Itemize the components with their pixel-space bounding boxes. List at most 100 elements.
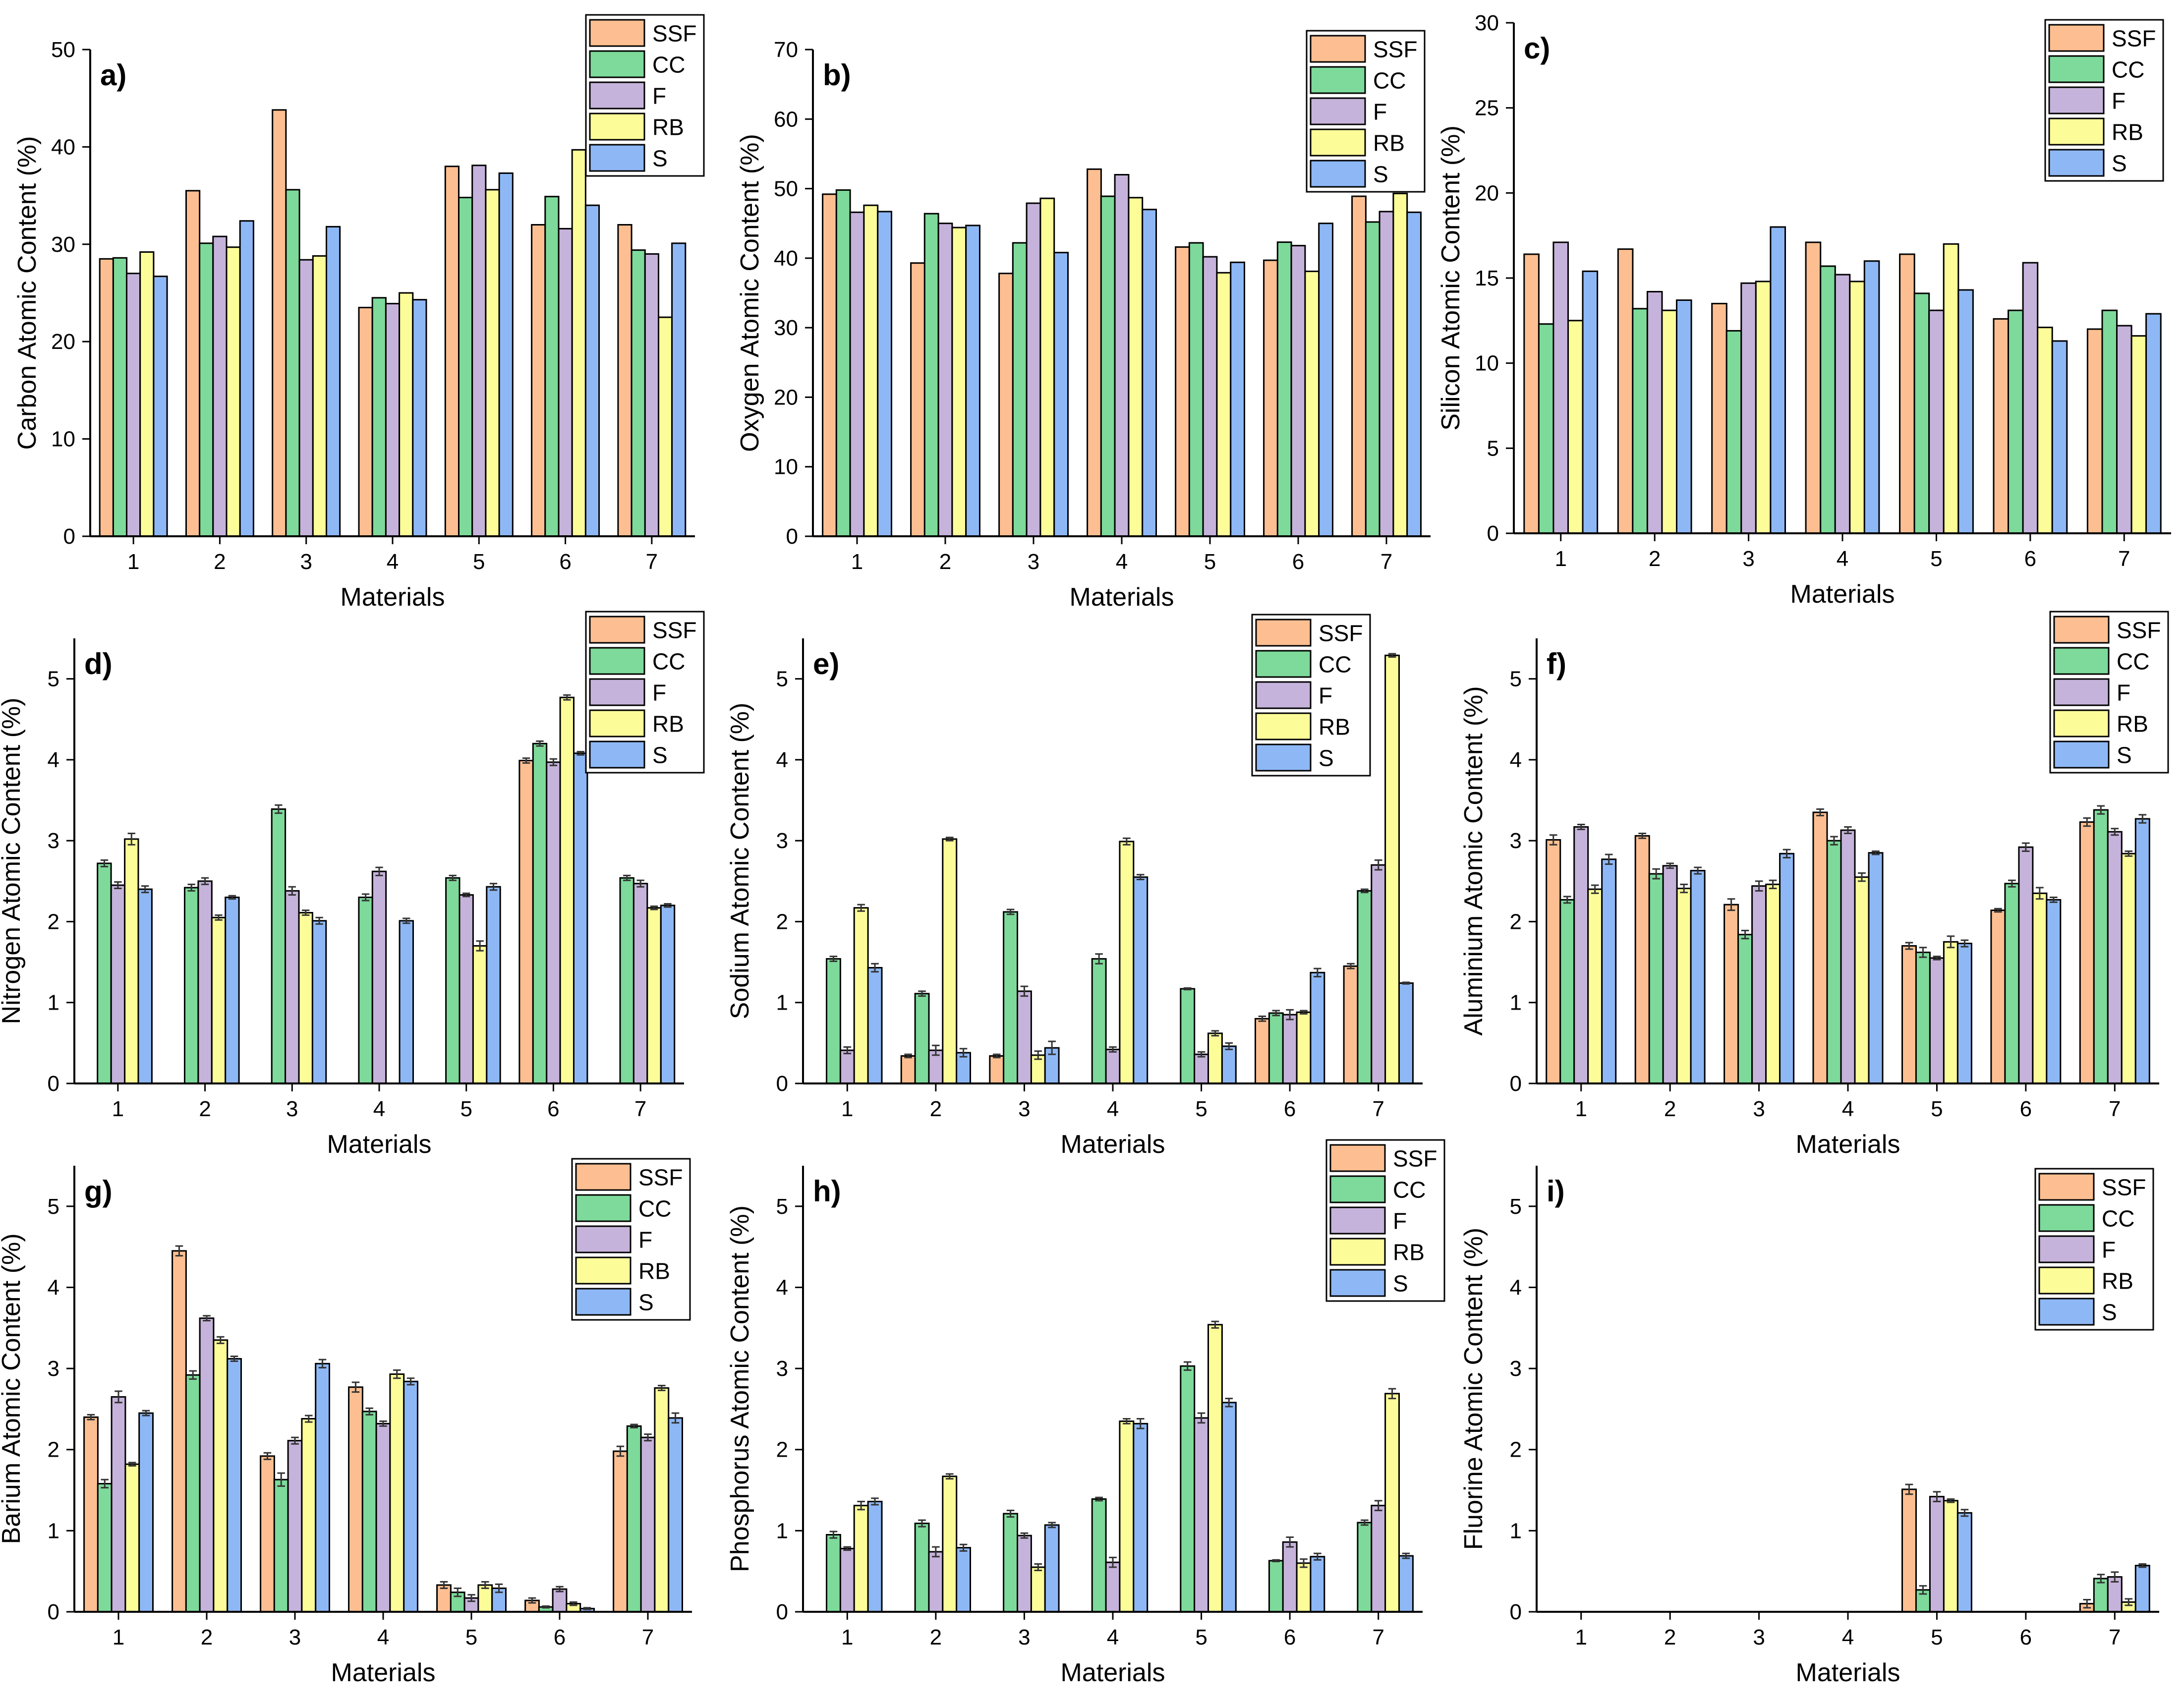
panel-label: a) (100, 58, 126, 92)
x-tick-label: 5 (1195, 1625, 1207, 1649)
error-bar-S-material-2 (959, 1048, 968, 1058)
bar-F-material-5 (1194, 1417, 1209, 1613)
legend-swatch-F (2048, 86, 2105, 114)
error-bar-S-material-7 (1402, 1552, 1410, 1559)
legend-swatch-F (589, 678, 645, 706)
error-bar-S-material-6 (576, 751, 584, 756)
y-tick-label: 0 (1487, 521, 1499, 546)
legend-label-CC: CC (1373, 68, 1406, 94)
legend-label-SSF: SSF (1373, 37, 1417, 62)
error-bar-S-material-3 (1048, 1522, 1056, 1529)
legend-label-RB: RB (652, 711, 684, 737)
error-bar-F-material-1 (115, 1390, 122, 1404)
error-bar-F-material-1 (114, 881, 122, 890)
bar-CC-material-7 (626, 1425, 642, 1613)
error-bar-CC-material-7 (2097, 1574, 2105, 1584)
bar-F-material-3 (298, 259, 314, 537)
bar-CC-material-5 (1180, 1365, 1196, 1613)
legend-swatch-RB (1310, 128, 1366, 157)
bar-CC-material-4 (1826, 840, 1842, 1084)
x-tick-label: 4 (1116, 550, 1128, 574)
bar-SSF-material-2 (900, 1055, 916, 1084)
bar-RB-material-7 (2121, 852, 2136, 1084)
error-bar-CC-material-7 (2097, 805, 2105, 815)
bar-S-material-2 (965, 225, 980, 537)
bar-S-material-6 (2046, 899, 2062, 1084)
bar-RB-material-4 (1119, 1420, 1135, 1613)
bar-SSF-material-1 (1546, 839, 1561, 1084)
bar-RB-material-4 (399, 292, 414, 537)
error-bar-CC-material-5 (449, 874, 457, 881)
error-bar-S-material-5 (1960, 939, 1969, 948)
error-bar-CC-material-7 (623, 874, 631, 881)
bar-F-material-1 (111, 1396, 126, 1613)
bar-CC-material-3 (1003, 911, 1018, 1084)
y-axis-title: Nitrogen Atomic Content (%) (0, 698, 26, 1024)
x-axis-title: Materials (1790, 580, 1895, 609)
bar-F-material-4 (1105, 1048, 1121, 1084)
bar-F-material-3 (1017, 1534, 1032, 1613)
legend-swatch-S (589, 144, 645, 172)
x-tick-label: 5 (465, 1625, 477, 1649)
bar-S-material-1 (877, 211, 892, 537)
error-bar-SSF-material-4 (351, 1381, 360, 1393)
y-tick-label: 30 (1475, 11, 1499, 35)
bar-F-material-1 (110, 884, 126, 1084)
error-bar-CC-material-4 (1830, 836, 1838, 846)
bar-F-material-4 (1834, 274, 1851, 534)
bar-CC-material-7 (1365, 221, 1380, 537)
bar-F-material-4 (375, 1422, 391, 1613)
error-bar-CC-material-4 (361, 893, 370, 902)
y-tick-label: 4 (776, 1275, 788, 1300)
bar-RB-material-2 (211, 916, 227, 1084)
bar-CC-material-2 (185, 1374, 201, 1613)
error-bar-F-material-4 (379, 1420, 387, 1427)
error-bar-RB-material-2 (945, 1473, 954, 1480)
error-bar-RB-material-4 (1858, 872, 1866, 882)
bar-RB-material-1 (124, 1463, 140, 1613)
bar-S-material-5 (1956, 943, 1972, 1084)
bar-RB-material-3 (1765, 883, 1781, 1084)
panel-label: d) (84, 647, 113, 681)
bar-S-material-5 (486, 886, 501, 1084)
legend-swatch-F (575, 1225, 632, 1253)
bar-CC-material-5 (1188, 242, 1204, 537)
legend-swatch-SSF (2038, 1173, 2095, 1201)
bar-RB-material-5 (1943, 243, 1959, 534)
error-bar-CC-material-2 (187, 883, 195, 892)
legend-swatch-F (1310, 97, 1366, 125)
x-tick-label: 7 (634, 1097, 646, 1121)
legend-swatch-CC (2038, 1204, 2095, 1232)
legend-label-CC: CC (652, 52, 685, 78)
error-bar-F-material-4 (375, 866, 383, 876)
error-bar-SSF-material-7 (2083, 1598, 2091, 1609)
error-bar-SSF-material-3 (263, 1452, 272, 1460)
bar-CC-material-3 (1737, 934, 1753, 1084)
bar-CC-material-6 (2004, 883, 2020, 1084)
error-bar-CC-material-1 (101, 1478, 109, 1489)
panel-label: i) (1547, 1175, 1565, 1208)
bar-RB-material-1 (124, 838, 139, 1084)
bar-S-material-5 (1957, 289, 1974, 534)
error-bar-RB-material-6 (569, 1601, 577, 1606)
x-tick-label: 2 (199, 1097, 211, 1121)
error-bar-SSF-material-3 (1727, 898, 1735, 911)
y-tick-label: 1 (776, 1519, 788, 1543)
bar-S-material-2 (1690, 870, 1706, 1084)
panel-i: 0 1 2 3 4 5 1 2 3 4 5 6 7 Materials Fluorine Atomic Co… (1459, 1166, 2159, 1687)
legend-label-RB: RB (638, 1258, 670, 1284)
y-tick-label: 0 (63, 524, 75, 549)
error-bar-RB-material-7 (657, 1384, 666, 1391)
bar-SSF-material-1 (822, 193, 837, 537)
error-bar-F-material-6 (1286, 1009, 1294, 1021)
legend: SSF CC F RB S (1325, 1139, 1445, 1302)
legend-label-RB: RB (1319, 714, 1350, 740)
x-tick-label: 4 (1837, 547, 1848, 571)
bar-CC-material-1 (1538, 323, 1554, 534)
error-bar-F-material-3 (291, 1436, 299, 1445)
legend-swatch-SSF (1310, 35, 1366, 63)
bar-CC-material-1 (112, 257, 128, 537)
legend: SSF CC F RB S (1306, 30, 1426, 193)
error-bar-RB-material-1 (857, 1500, 865, 1511)
bar-F-material-3 (1751, 885, 1767, 1084)
